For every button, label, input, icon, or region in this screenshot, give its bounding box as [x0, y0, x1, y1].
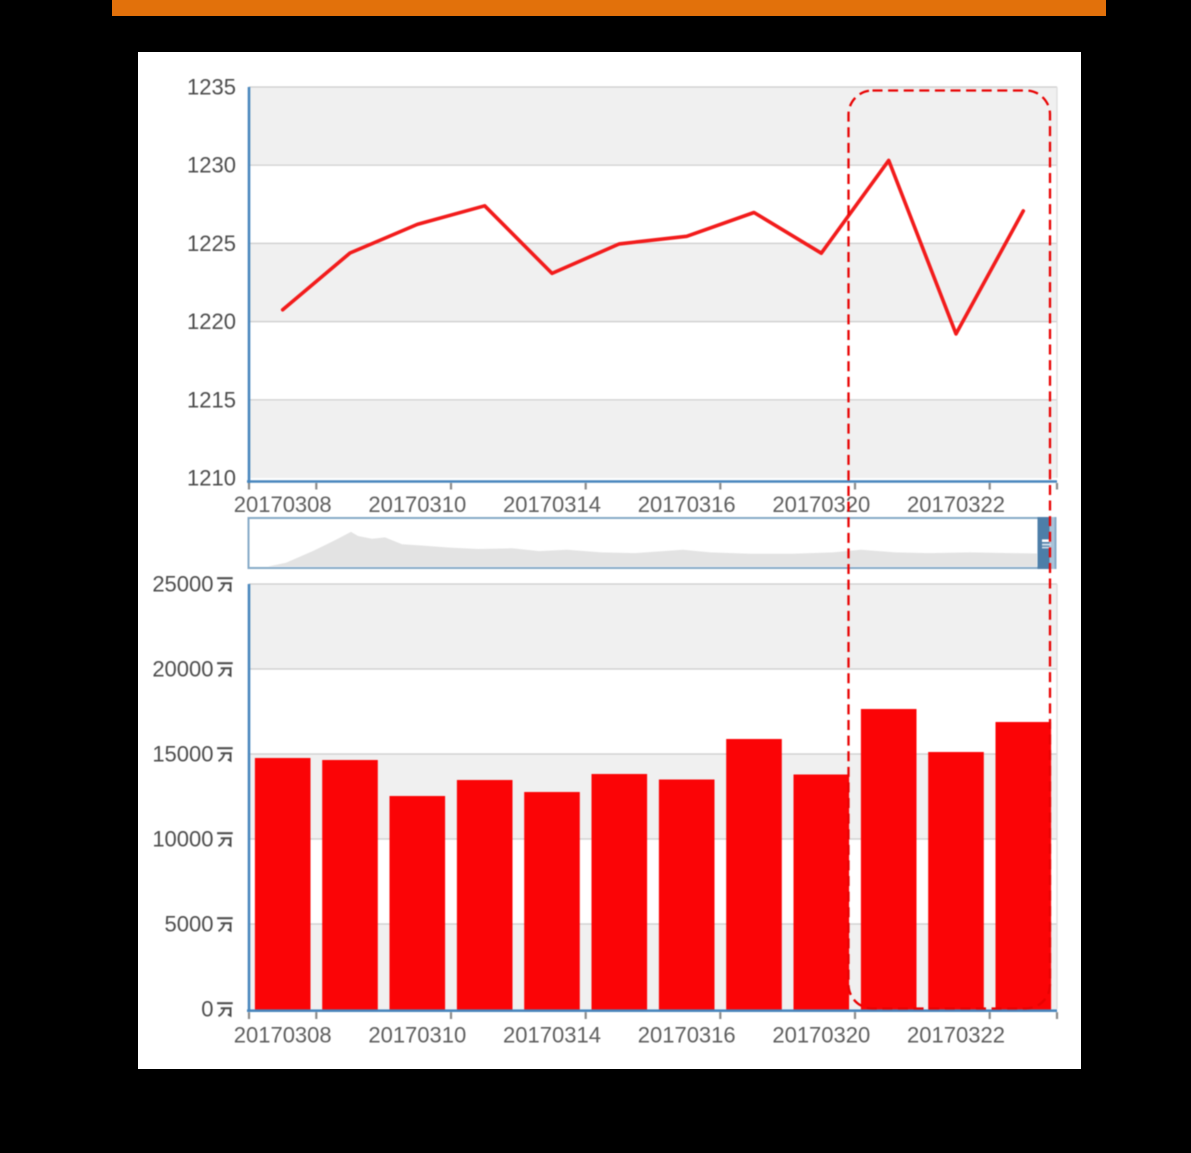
- svg-text:1225: 1225: [187, 231, 236, 256]
- svg-text:1235: 1235: [187, 75, 236, 100]
- svg-text:0: 0: [201, 997, 213, 1022]
- svg-text:20170320: 20170320: [772, 492, 870, 517]
- svg-text:10000: 10000: [152, 827, 213, 852]
- svg-text:1220: 1220: [187, 309, 236, 334]
- svg-text:20170314: 20170314: [503, 492, 601, 517]
- svg-text:20170316: 20170316: [638, 492, 736, 517]
- svg-text:1215: 1215: [187, 387, 236, 412]
- svg-text:1210: 1210: [187, 466, 236, 491]
- svg-text:20000: 20000: [152, 657, 213, 682]
- svg-text:1230: 1230: [187, 153, 236, 178]
- svg-text:20170310: 20170310: [368, 492, 466, 517]
- svg-text:15000: 15000: [152, 742, 213, 767]
- svg-text:20170316: 20170316: [638, 1023, 736, 1048]
- svg-text:20170308: 20170308: [234, 492, 332, 517]
- svg-text:20170308: 20170308: [234, 1023, 332, 1048]
- svg-text:20170322: 20170322: [907, 492, 1005, 517]
- svg-text:20170320: 20170320: [772, 1023, 870, 1048]
- svg-text:25000: 25000: [152, 572, 213, 597]
- svg-text:20170310: 20170310: [368, 1023, 466, 1048]
- svg-text:5000: 5000: [165, 912, 214, 937]
- svg-text:20170314: 20170314: [503, 1023, 601, 1048]
- svg-text:20170322: 20170322: [907, 1023, 1005, 1048]
